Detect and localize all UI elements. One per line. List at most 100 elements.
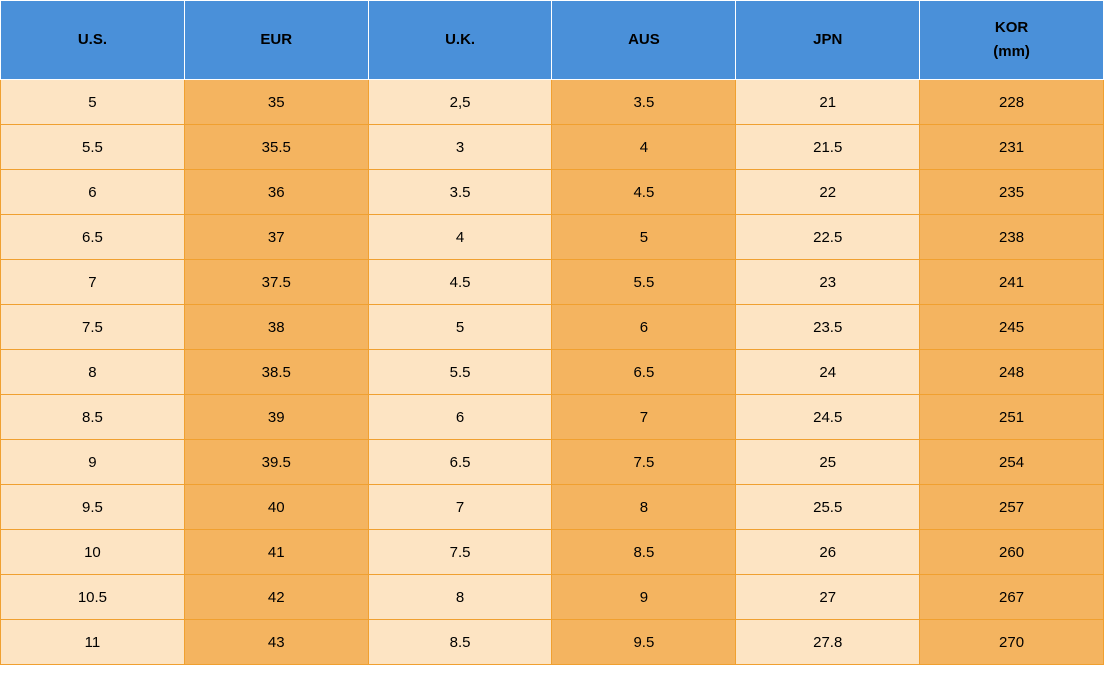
table-cell: 7 [1,260,185,305]
table-cell: 10.5 [1,575,185,620]
table-cell: 40 [184,485,368,530]
table-cell: 24.5 [736,395,920,440]
table-cell: 245 [920,305,1104,350]
table-cell: 11 [1,620,185,665]
table-cell: 7.5 [552,440,736,485]
col-header-kor: KOR (mm) [920,1,1104,80]
table-row: 8.5396724.5251 [1,395,1104,440]
col-header-aus: AUS [552,1,736,80]
table-row: 10417.58.526260 [1,530,1104,575]
table-row: 737.54.55.523241 [1,260,1104,305]
table-cell: 37 [184,215,368,260]
table-cell: 27.8 [736,620,920,665]
table-cell: 38.5 [184,350,368,395]
table-cell: 5.5 [368,350,552,395]
table-row: 838.55.56.524248 [1,350,1104,395]
col-header-jpn: JPN [736,1,920,80]
table-cell: 39 [184,395,368,440]
table-cell: 270 [920,620,1104,665]
col-header-uk: U.K. [368,1,552,80]
table-cell: 4 [368,215,552,260]
table-cell: 4.5 [368,260,552,305]
table-cell: 6 [1,170,185,215]
table-cell: 38 [184,305,368,350]
table-cell: 260 [920,530,1104,575]
table-cell: 6.5 [1,215,185,260]
table-cell: 43 [184,620,368,665]
table-cell: 7 [552,395,736,440]
table-cell: 6.5 [552,350,736,395]
table-cell: 5.5 [1,125,185,170]
col-header-us: U.S. [1,1,185,80]
table-cell: 8.5 [368,620,552,665]
table-cell: 241 [920,260,1104,305]
table-row: 939.56.57.525254 [1,440,1104,485]
table-row: 11438.59.527.8270 [1,620,1104,665]
table-cell: 6.5 [368,440,552,485]
table-cell: 22.5 [736,215,920,260]
table-cell: 3 [368,125,552,170]
size-conversion-table: U.S. EUR U.K. AUS JPN KOR (mm) 5352,53.5… [0,0,1104,665]
table-cell: 7 [368,485,552,530]
table-cell: 267 [920,575,1104,620]
table-row: 5.535.53421.5231 [1,125,1104,170]
table-cell: 8 [1,350,185,395]
col-header-kor-line1: KOR [995,19,1028,36]
table-cell: 42 [184,575,368,620]
table-row: 7.5385623.5245 [1,305,1104,350]
table-row: 10.5428927267 [1,575,1104,620]
table-cell: 37.5 [184,260,368,305]
table-cell: 9 [1,440,185,485]
table-cell: 10 [1,530,185,575]
table-cell: 27 [736,575,920,620]
table-cell: 4.5 [552,170,736,215]
table-cell: 26 [736,530,920,575]
table-cell: 23 [736,260,920,305]
table-cell: 5 [368,305,552,350]
table-row: 9.5407825.5257 [1,485,1104,530]
table-cell: 36 [184,170,368,215]
table-cell: 8 [368,575,552,620]
table-row: 6.5374522.5238 [1,215,1104,260]
table-cell: 9.5 [552,620,736,665]
table-cell: 35.5 [184,125,368,170]
table-cell: 5 [1,80,185,125]
table-cell: 254 [920,440,1104,485]
table-cell: 24 [736,350,920,395]
table-cell: 21.5 [736,125,920,170]
table-cell: 5.5 [552,260,736,305]
table-cell: 9.5 [1,485,185,530]
table-cell: 35 [184,80,368,125]
table-cell: 6 [368,395,552,440]
table-cell: 39.5 [184,440,368,485]
col-header-eur: EUR [184,1,368,80]
table-cell: 25.5 [736,485,920,530]
table-cell: 41 [184,530,368,575]
table-cell: 25 [736,440,920,485]
table-cell: 8.5 [552,530,736,575]
table-cell: 9 [552,575,736,620]
table-cell: 257 [920,485,1104,530]
table-cell: 251 [920,395,1104,440]
table-cell: 4 [552,125,736,170]
table-cell: 23.5 [736,305,920,350]
table-row: 6363.54.522235 [1,170,1104,215]
table-cell: 6 [552,305,736,350]
table-cell: 7.5 [1,305,185,350]
table-row: 5352,53.521228 [1,80,1104,125]
table-cell: 22 [736,170,920,215]
table-cell: 21 [736,80,920,125]
table-cell: 8.5 [1,395,185,440]
table-cell: 7.5 [368,530,552,575]
table-cell: 235 [920,170,1104,215]
table-cell: 238 [920,215,1104,260]
table-cell: 8 [552,485,736,530]
table-cell: 3.5 [552,80,736,125]
col-header-kor-line2: (mm) [993,43,1030,60]
table-cell: 228 [920,80,1104,125]
table-cell: 5 [552,215,736,260]
table-cell: 3.5 [368,170,552,215]
table-cell: 231 [920,125,1104,170]
table-cell: 248 [920,350,1104,395]
table-cell: 2,5 [368,80,552,125]
